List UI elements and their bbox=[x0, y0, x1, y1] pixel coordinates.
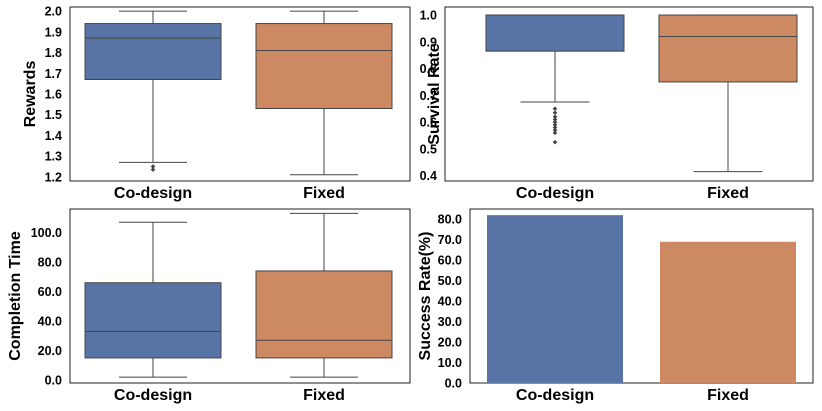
success-ytick-label: 50.0 bbox=[438, 274, 462, 288]
rewards-panel: Rewards Co-design Fixed 1.2 1.3 1.4 1.5 1.6 1… bbox=[22, 5, 411, 202]
rewards-fixed-box bbox=[255, 23, 393, 110]
success-ytick-label: 10.0 bbox=[438, 356, 462, 370]
survival-panel: Survival Rate Co-design Fixed 0.4 0.5 0.6 0… bbox=[420, 6, 814, 202]
survival-ytick-label: 0.4 bbox=[420, 169, 437, 183]
survival-codesign-box bbox=[485, 14, 625, 52]
rewards-ytick-label: 1.8 bbox=[45, 46, 62, 60]
rewards-ytick-label: 1.5 bbox=[45, 108, 62, 122]
rewards-ytick-label: 2.0 bbox=[45, 5, 62, 19]
rewards-ytick-label: 1.2 bbox=[45, 170, 62, 184]
completion-ytick-label: 20.0 bbox=[38, 344, 62, 358]
survival-codesign-flier bbox=[552, 106, 558, 112]
survival-ytick-label: 1.0 bbox=[420, 9, 437, 23]
survival-fixed-box bbox=[658, 14, 798, 83]
survival-xlabel-codesign: Co-design bbox=[516, 185, 594, 202]
completion-ytick-label: 100.0 bbox=[31, 226, 62, 240]
success-ytick-label: 60.0 bbox=[438, 254, 462, 268]
success-ytick-label: 40.0 bbox=[438, 295, 462, 309]
completion-ytick-label: 40.0 bbox=[38, 315, 62, 329]
rewards-ytick-label: 1.4 bbox=[45, 129, 62, 143]
rewards-ytick-label: 1.7 bbox=[45, 67, 62, 81]
rewards-xlabel-codesign: Co-design bbox=[114, 185, 192, 202]
completion-ylabel: Completion Time bbox=[7, 231, 24, 361]
success-ytick-label: 80.0 bbox=[438, 213, 462, 227]
success-ylabel: Success Rate(%) bbox=[417, 232, 434, 361]
rewards-ytick-label: 1.9 bbox=[45, 25, 62, 39]
rewards-ytick-label: 1.6 bbox=[45, 88, 62, 102]
rewards-codesign-flier bbox=[150, 164, 156, 169]
survival-codesign-flier bbox=[552, 114, 558, 120]
completion-panel: Completion Time Co-design Fixed 0.0 20.0 4… bbox=[7, 208, 411, 404]
success-panel: Success Rate(%) Co-design Fixed 0.0 10.0 2… bbox=[417, 208, 814, 404]
success-frame bbox=[469, 208, 814, 384]
success-ytick-label: 0.0 bbox=[445, 377, 462, 391]
success-xlabel-codesign: Co-design bbox=[516, 387, 594, 404]
survival-codesign-flier bbox=[552, 130, 558, 136]
survival-ytick-label: 0.8 bbox=[420, 62, 437, 76]
success-ytick-label: 20.0 bbox=[438, 336, 462, 350]
completion-fixed-box bbox=[255, 270, 393, 359]
survival-ylabel: Survival Rate bbox=[426, 43, 443, 144]
rewards-frame bbox=[69, 6, 411, 182]
completion-ytick-label: 60.0 bbox=[38, 285, 62, 299]
rewards-ytick-label: 1.3 bbox=[45, 150, 62, 164]
survival-ytick-label: 0.6 bbox=[420, 116, 437, 130]
success-codesign-bar bbox=[487, 215, 623, 383]
survival-codesign-flier bbox=[552, 125, 558, 130]
survival-ytick-label: 0.5 bbox=[420, 142, 437, 156]
success-fixed-bar bbox=[660, 241, 796, 383]
survival-xlabel-fixed: Fixed bbox=[707, 185, 749, 202]
survival-codesign-flier bbox=[552, 110, 558, 116]
success-ytick-label: 30.0 bbox=[438, 315, 462, 329]
rewards-codesign-flier bbox=[150, 167, 156, 172]
survival-ytick-label: 0.7 bbox=[420, 89, 437, 103]
completion-xlabel-fixed: Fixed bbox=[303, 387, 345, 404]
rewards-ylabel: Rewards bbox=[22, 61, 39, 128]
completion-frame bbox=[69, 208, 411, 384]
survival-codesign-flier bbox=[552, 117, 558, 122]
survival-ytick-label: 0.9 bbox=[420, 35, 437, 49]
success-xlabel-fixed: Fixed bbox=[707, 387, 749, 404]
completion-ytick-label: 0.0 bbox=[45, 374, 62, 388]
completion-ytick-label: 80.0 bbox=[38, 256, 62, 270]
rewards-codesign-box bbox=[84, 23, 222, 80]
survival-codesign-flier bbox=[552, 139, 558, 145]
survival-frame bbox=[444, 6, 814, 182]
survival-codesign-flier bbox=[552, 127, 558, 133]
success-ytick-label: 70.0 bbox=[438, 233, 462, 247]
survival-codesign-flier bbox=[552, 119, 558, 125]
rewards-xlabel-fixed: Fixed bbox=[303, 185, 345, 202]
completion-codesign-box bbox=[84, 282, 222, 359]
survival-codesign-flier bbox=[552, 122, 558, 128]
completion-xlabel-codesign: Co-design bbox=[114, 387, 192, 404]
